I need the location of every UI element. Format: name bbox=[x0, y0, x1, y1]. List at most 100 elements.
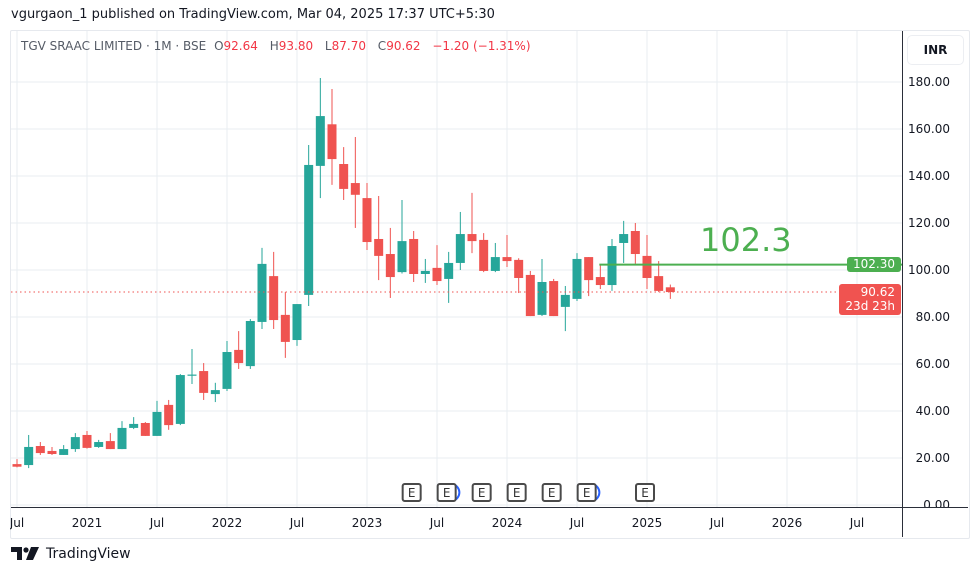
earnings-marker[interactable]: E bbox=[576, 483, 601, 502]
tradingview-footer[interactable]: TradingView bbox=[11, 546, 131, 562]
close-value: 90.62 bbox=[386, 39, 421, 53]
candle[interactable] bbox=[350, 136, 360, 228]
candle-body bbox=[537, 281, 547, 315]
y-tick-label: 60.00 bbox=[916, 357, 950, 371]
annotation-text[interactable]: 102.3 bbox=[700, 221, 792, 259]
candle-body bbox=[630, 230, 640, 255]
candle[interactable] bbox=[12, 459, 22, 468]
earnings-marker[interactable]: E bbox=[436, 483, 461, 502]
candle-body bbox=[444, 262, 454, 279]
candle[interactable] bbox=[479, 233, 489, 273]
candle[interactable] bbox=[315, 78, 325, 199]
candle[interactable] bbox=[175, 374, 185, 426]
candle-body bbox=[479, 239, 489, 271]
x-tick-label: Jul bbox=[709, 516, 724, 530]
candle[interactable] bbox=[455, 211, 465, 270]
candle[interactable] bbox=[444, 251, 454, 303]
candle[interactable] bbox=[619, 220, 629, 263]
candle[interactable] bbox=[152, 400, 162, 436]
candle[interactable] bbox=[35, 442, 45, 455]
candle[interactable] bbox=[24, 434, 34, 469]
earnings-marker[interactable]: E bbox=[635, 483, 655, 502]
candle[interactable] bbox=[572, 253, 582, 302]
close-label: C bbox=[377, 39, 387, 53]
earnings-marker[interactable]: E bbox=[471, 483, 492, 502]
candle[interactable] bbox=[117, 421, 127, 450]
candle[interactable] bbox=[642, 234, 652, 290]
candle[interactable] bbox=[105, 433, 115, 450]
earnings-marker[interactable]: E bbox=[506, 483, 527, 502]
publish-line: vgurgaon_1 published on TradingView.com,… bbox=[11, 7, 495, 22]
earnings-marker[interactable]: E bbox=[401, 483, 422, 502]
candle[interactable] bbox=[560, 285, 570, 332]
candle-body bbox=[152, 411, 162, 436]
candle-body bbox=[595, 277, 605, 286]
candle[interactable] bbox=[187, 348, 197, 384]
chart-panel[interactable] bbox=[10, 30, 970, 539]
candle[interactable] bbox=[630, 223, 640, 264]
candle-body bbox=[514, 259, 524, 278]
candle[interactable] bbox=[409, 230, 419, 282]
candle[interactable] bbox=[304, 144, 314, 306]
candle[interactable] bbox=[210, 382, 220, 403]
candle[interactable] bbox=[549, 278, 559, 317]
candle[interactable] bbox=[257, 247, 267, 329]
candle[interactable] bbox=[129, 417, 139, 430]
candle[interactable] bbox=[584, 257, 594, 297]
candle-body bbox=[59, 449, 69, 455]
y-tick-label: 40.00 bbox=[916, 404, 950, 418]
candle[interactable] bbox=[595, 265, 605, 290]
last-price: 90.62 bbox=[860, 285, 895, 299]
candle[interactable] bbox=[385, 227, 395, 298]
candle[interactable] bbox=[420, 258, 430, 283]
candle[interactable] bbox=[94, 439, 104, 448]
candle[interactable] bbox=[665, 284, 675, 299]
candle-body bbox=[129, 423, 139, 428]
candle[interactable] bbox=[327, 89, 337, 185]
candle[interactable] bbox=[502, 234, 512, 267]
candle[interactable] bbox=[397, 199, 407, 274]
candle-body bbox=[642, 255, 652, 278]
candle[interactable] bbox=[245, 319, 255, 369]
candle[interactable] bbox=[222, 340, 232, 392]
candle[interactable] bbox=[490, 242, 500, 273]
candle[interactable] bbox=[140, 422, 150, 436]
earnings-badge-icon bbox=[541, 483, 562, 502]
candle[interactable] bbox=[82, 430, 92, 449]
axes: 0.0020.0040.0060.0080.00100.00120.00140.… bbox=[0, 31, 968, 538]
candle[interactable] bbox=[374, 195, 384, 281]
candle-body bbox=[210, 390, 220, 395]
candle[interactable] bbox=[280, 292, 290, 358]
earnings-badge-icon bbox=[471, 483, 492, 502]
candle[interactable] bbox=[292, 304, 302, 346]
earnings-badge-icon bbox=[401, 483, 422, 502]
currency-button[interactable]: INR bbox=[907, 35, 964, 65]
candle[interactable] bbox=[537, 258, 547, 317]
candle[interactable] bbox=[164, 399, 174, 430]
candle-body bbox=[199, 371, 209, 393]
candle[interactable] bbox=[234, 331, 244, 369]
candle[interactable] bbox=[514, 258, 524, 294]
candle[interactable] bbox=[432, 245, 442, 286]
earnings-marker[interactable]: E bbox=[541, 483, 562, 502]
candle[interactable] bbox=[654, 261, 664, 293]
y-tick-label: 180.00 bbox=[908, 75, 950, 89]
y-tick-label: 80.00 bbox=[916, 310, 950, 324]
candle-body bbox=[315, 116, 325, 166]
candle[interactable] bbox=[70, 433, 80, 452]
symbol-name[interactable]: TGV SRAAC LIMITED · 1M · BSE bbox=[21, 39, 207, 53]
candle-body bbox=[24, 446, 34, 466]
x-tick-label: 2022 bbox=[212, 516, 243, 530]
symbol-legend: TGV SRAAC LIMITED · 1M · BSE O92.64 H93.… bbox=[21, 39, 535, 53]
candle[interactable] bbox=[467, 192, 477, 254]
candle[interactable] bbox=[339, 147, 349, 200]
candle[interactable] bbox=[362, 183, 372, 251]
candle[interactable] bbox=[525, 270, 535, 317]
candle[interactable] bbox=[269, 251, 279, 329]
candle[interactable] bbox=[59, 445, 69, 455]
candle-body bbox=[187, 374, 197, 376]
candle[interactable] bbox=[47, 446, 57, 455]
candle-body bbox=[82, 434, 92, 448]
candle[interactable] bbox=[199, 363, 209, 400]
